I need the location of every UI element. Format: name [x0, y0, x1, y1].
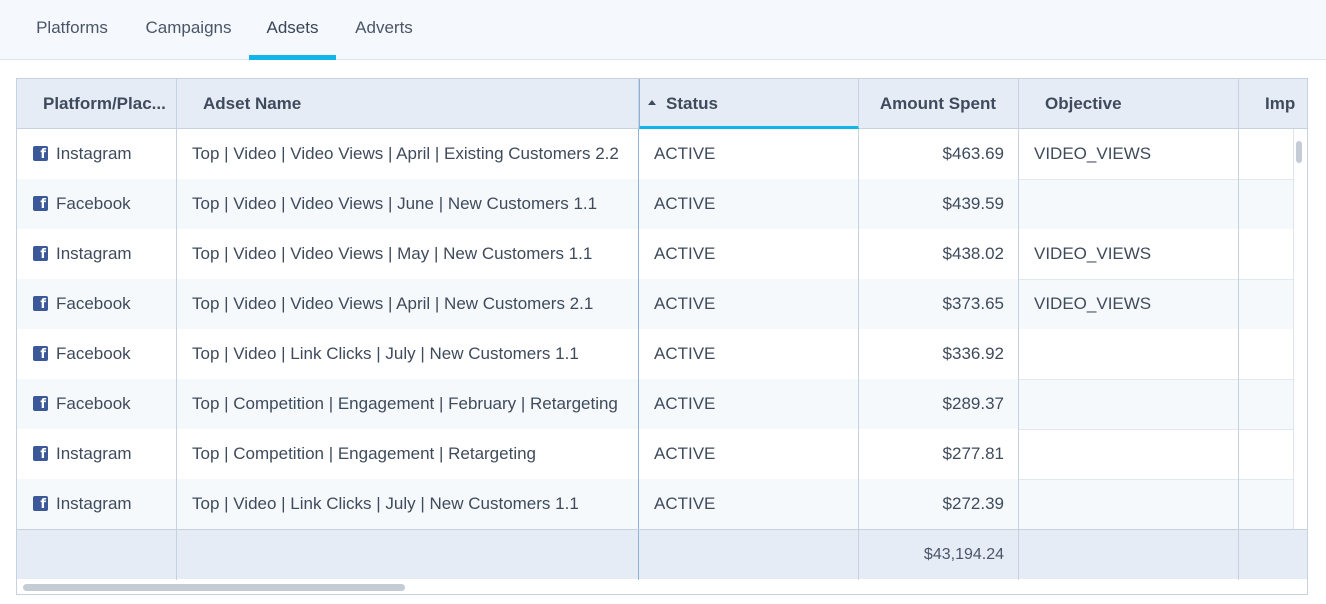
table-row[interactable]: f Facebook Top | Video | Video Views | Ju…	[17, 179, 1293, 229]
row-separator	[1019, 179, 1293, 180]
vertical-scrollbar-thumb[interactable]	[1296, 141, 1302, 163]
objective-cell: VIDEO_VIEWS	[1034, 144, 1152, 163]
grid-footer: $43,194.24	[17, 529, 1307, 580]
adset-name-cell: Top | Video | Video Views | April | New …	[192, 294, 594, 313]
objective-cell: VIDEO_VIEWS	[1034, 244, 1152, 263]
column-divider	[1018, 129, 1019, 529]
tab-adsets[interactable]: Adsets	[249, 0, 336, 60]
header-status-label: Status	[666, 94, 718, 113]
facebook-icon: f	[33, 246, 48, 262]
amount-cell: $277.81	[942, 444, 1004, 463]
facebook-icon: f	[33, 446, 48, 462]
amount-cell: $272.39	[942, 494, 1004, 513]
adset-name-cell: Top | Competition | Engagement | Retarge…	[192, 444, 537, 463]
table-row[interactable]: f Facebook Top | Video | Video Views | Ap…	[17, 279, 1293, 329]
header-amount-spent[interactable]: Amount Spent	[859, 79, 1019, 129]
platform-label: Instagram	[56, 444, 132, 463]
platform-label: Facebook	[56, 394, 131, 413]
grid-body: f Instagram Top | Video | Video Views | A…	[17, 129, 1293, 529]
platform-cell: f Instagram	[33, 429, 132, 479]
column-divider	[858, 129, 859, 529]
amount-total: $43,194.24	[923, 546, 1004, 563]
facebook-icon: f	[33, 146, 48, 162]
column-divider	[858, 530, 859, 580]
adset-name-cell: Top | Video | Link Clicks | July | New C…	[192, 344, 579, 363]
amount-cell: $438.02	[942, 244, 1004, 263]
platform-cell: f Instagram	[33, 129, 132, 179]
platform-cell: f Facebook	[33, 279, 131, 329]
amount-cell: $373.65	[942, 294, 1004, 313]
column-divider	[1238, 530, 1239, 580]
header-status[interactable]: Status	[639, 79, 859, 129]
status-cell: ACTIVE	[654, 244, 716, 263]
status-cell: ACTIVE	[654, 144, 716, 163]
objective-cell: VIDEO_VIEWS	[1034, 294, 1152, 313]
amount-cell: $336.92	[942, 344, 1004, 363]
platform-label: Instagram	[56, 144, 132, 163]
status-cell: ACTIVE	[654, 444, 716, 463]
horizontal-scrollbar-thumb[interactable]	[23, 584, 405, 591]
table-row[interactable]: f Instagram Top | Video | Video Views | M…	[17, 229, 1293, 279]
amount-cell: $289.37	[942, 394, 1004, 413]
row-separator	[1019, 429, 1293, 430]
adsets-grid: Platform/Plac... Adset Name Status Amoun…	[16, 78, 1308, 595]
facebook-icon: f	[33, 296, 48, 312]
tab-campaigns[interactable]: Campaigns	[145, 18, 232, 37]
adset-name-cell: Top | Video | Link Clicks | July | New C…	[192, 494, 579, 513]
status-cell: ACTIVE	[654, 194, 716, 213]
amount-cell: $463.69	[942, 144, 1004, 163]
facebook-icon: f	[33, 396, 48, 412]
status-cell: ACTIVE	[654, 394, 716, 413]
adset-name-cell: Top | Competition | Engagement | Februar…	[192, 394, 618, 413]
sort-ascending-icon	[648, 100, 656, 106]
table-row[interactable]: f Facebook Top | Video | Link Clicks | Ju…	[17, 329, 1293, 379]
column-divider	[638, 129, 639, 529]
status-cell: ACTIVE	[654, 494, 716, 513]
platform-label: Facebook	[56, 194, 131, 213]
platform-label: Instagram	[56, 244, 132, 263]
adset-name-cell: Top | Video | Video Views | May | New Cu…	[192, 244, 593, 263]
facebook-icon: f	[33, 496, 48, 512]
table-row[interactable]: f Instagram Top | Video | Video Views | A…	[17, 129, 1293, 179]
adset-name-cell: Top | Video | Video Views | June | New C…	[192, 194, 598, 213]
header-objective[interactable]: Objective	[1019, 79, 1239, 129]
table-row[interactable]: f Instagram Top | Competition | Engagemen…	[17, 429, 1293, 479]
platform-label: Instagram	[56, 494, 132, 513]
platform-cell: f Instagram	[33, 479, 132, 529]
platform-cell: f Instagram	[33, 229, 132, 279]
column-divider	[176, 129, 177, 529]
platform-cell: f Facebook	[33, 179, 131, 229]
amount-cell: $439.59	[942, 194, 1004, 213]
vertical-scrollbar[interactable]	[1293, 129, 1307, 529]
column-divider	[1238, 129, 1239, 529]
platform-label: Facebook	[56, 294, 131, 313]
header-impressions[interactable]: Imp	[1265, 94, 1296, 113]
table-row[interactable]: f Facebook Top | Competition | Engagement…	[17, 379, 1293, 429]
grid-header: Platform/Plac... Adset Name Status Amoun…	[17, 79, 1307, 129]
adset-name-cell: Top | Video | Video Views | April | Exis…	[192, 144, 619, 163]
platform-cell: f Facebook	[33, 379, 131, 429]
facebook-icon: f	[33, 346, 48, 362]
tab-platforms[interactable]: Platforms	[36, 18, 108, 37]
row-separator	[1019, 379, 1293, 380]
tab-adverts[interactable]: Adverts	[355, 18, 413, 37]
platform-cell: f Facebook	[33, 329, 131, 379]
column-divider	[1018, 530, 1019, 580]
table-row[interactable]: f Instagram Top | Video | Link Clicks | J…	[17, 479, 1293, 529]
row-separator	[1019, 279, 1293, 280]
column-divider	[638, 530, 639, 580]
facebook-icon: f	[33, 196, 48, 212]
column-divider	[176, 530, 177, 580]
platform-label: Facebook	[56, 344, 131, 363]
tab-bar: Platforms Campaigns Adsets Adverts	[0, 0, 1326, 60]
header-platform[interactable]: Platform/Plac...	[17, 79, 177, 129]
status-cell: ACTIVE	[654, 294, 716, 313]
header-adset-name[interactable]: Adset Name	[177, 79, 639, 129]
status-cell: ACTIVE	[654, 344, 716, 363]
row-separator	[1019, 479, 1293, 480]
